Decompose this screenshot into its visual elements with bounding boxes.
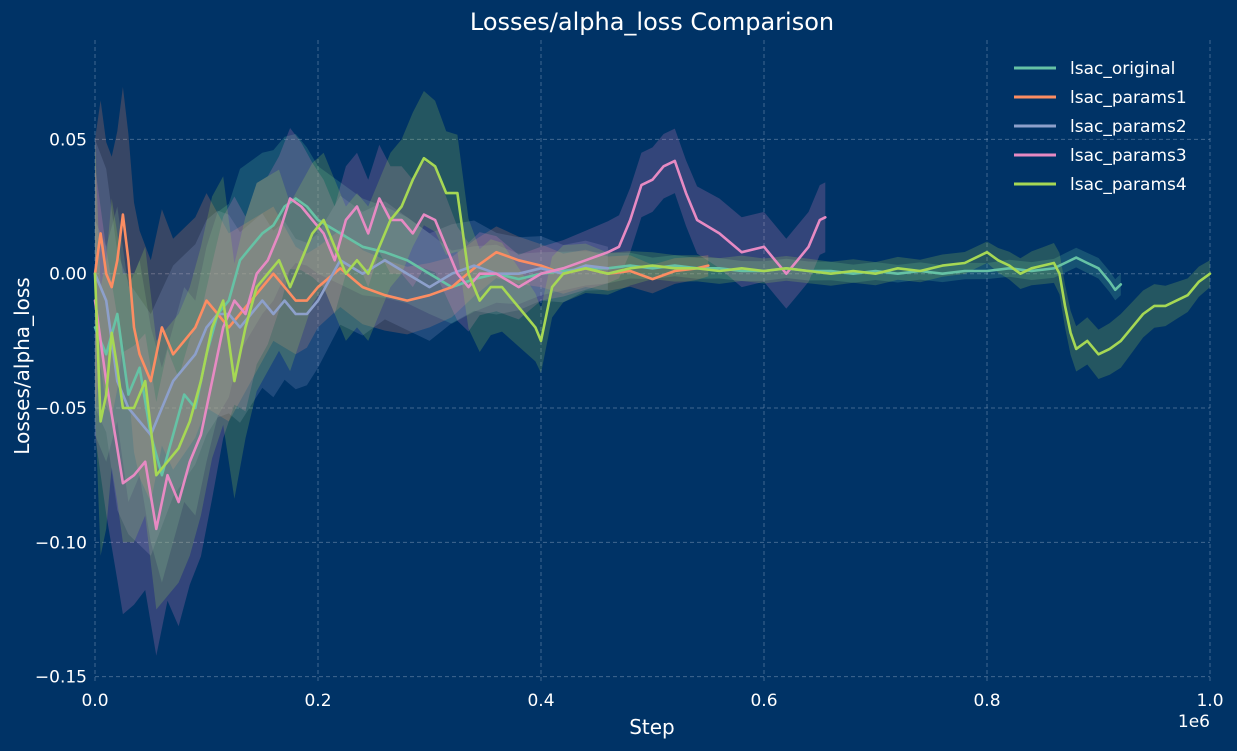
y-tick-label: −0.15: [35, 668, 87, 688]
series-band: [95, 139, 608, 556]
series-line: [93, 159, 827, 531]
series-line: [93, 259, 610, 437]
series-band: [95, 128, 826, 656]
x-tick-label: 0.4: [527, 691, 554, 711]
confidence-bands: [95, 87, 1210, 656]
x-tick-label: 1.0: [1196, 691, 1223, 711]
y-tick-label: −0.10: [35, 533, 87, 553]
x-tick-label: 0.0: [81, 691, 108, 711]
tick-labels: 0.0 0.2 0.4 0.6 0.8 1.0 −0.15 −0.10 −0.05 0.00 0.0…: [35, 130, 1224, 711]
series-line: [93, 156, 1212, 477]
y-tick-label: 0.05: [49, 130, 87, 150]
x-tick-label: 0.8: [973, 691, 1000, 711]
x-tick-label: 0.2: [304, 691, 331, 711]
series-lines: [93, 156, 1212, 531]
y-axis-label: Losses/alpha_loss: [10, 277, 34, 454]
y-tick-label: −0.05: [35, 399, 87, 419]
series-band: [95, 134, 1121, 583]
x-axis-offset-label: 1e6: [1178, 712, 1210, 732]
legend-label: lsac_original: [1070, 59, 1175, 79]
y-tick-label: 0.00: [49, 265, 87, 285]
x-tick-label: 0.6: [750, 691, 777, 711]
legend-label: lsac_params2: [1070, 117, 1187, 137]
legend: lsac_original lsac_params1 lsac_params2lsa…: [1014, 59, 1187, 195]
legend-label: lsac_params3: [1070, 146, 1187, 166]
series-band: [95, 87, 709, 502]
legend-label: lsac_params1: [1070, 88, 1187, 108]
series-band: [95, 91, 1210, 610]
chart-title: Losses/alpha_loss Comparison: [470, 8, 834, 36]
x-axis-label: Step: [629, 715, 675, 739]
grid: [94, 40, 1211, 682]
legend-label: lsac_params4: [1070, 175, 1187, 195]
